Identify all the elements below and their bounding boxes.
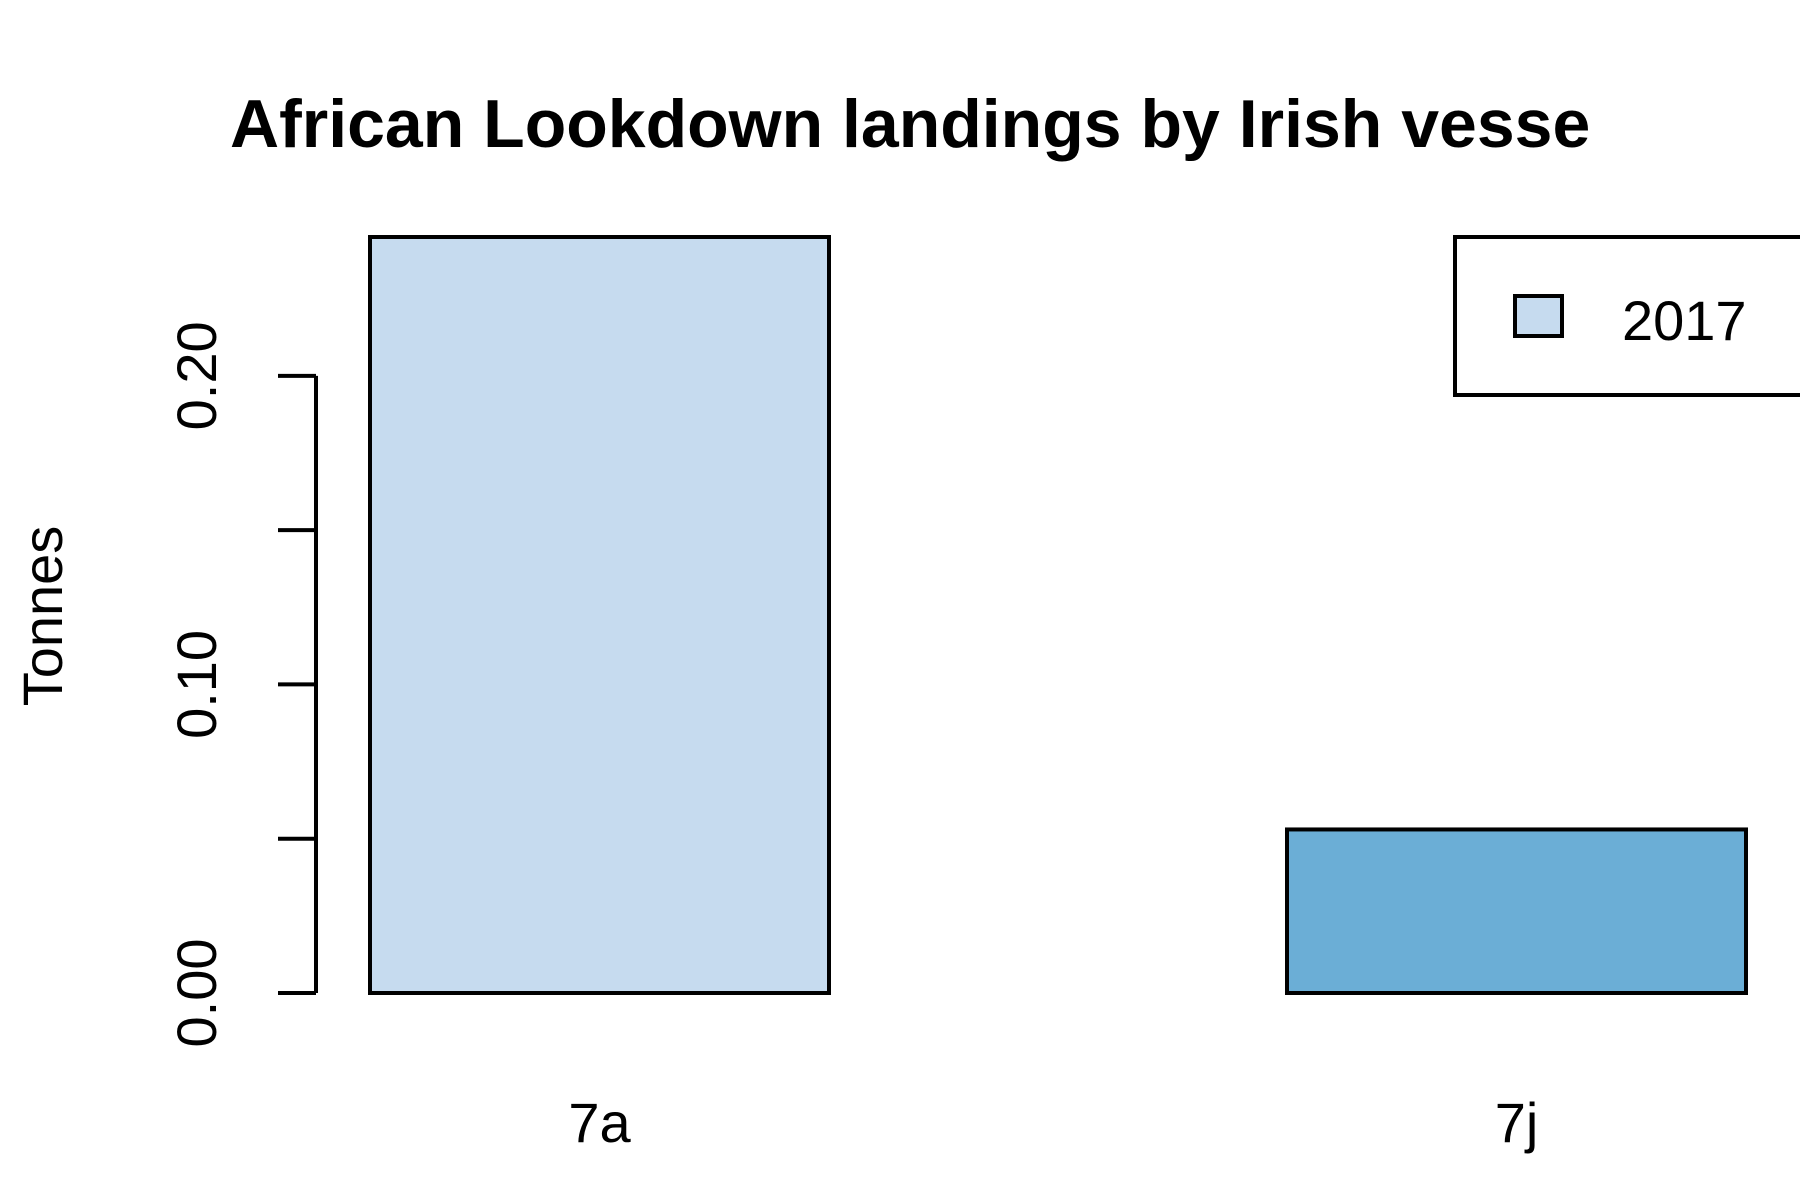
legend: 2017 — [1453, 235, 1800, 397]
bar-7j — [1285, 827, 1748, 996]
legend-label-2017: 2017 — [1622, 289, 1747, 352]
y-axis: 0.00 0.10 0.20 — [165, 321, 318, 1048]
y-tick-label: 0.00 — [165, 939, 228, 1048]
chart-title: African Lookdown landings by Irish vesse — [230, 86, 1590, 162]
x-tick-label-7a: 7a — [568, 1091, 631, 1154]
y-axis-label: Tonnes — [11, 526, 74, 707]
y-tick-label: 0.20 — [165, 321, 228, 430]
x-tick-labels: 7a 7j — [568, 1091, 1538, 1154]
bars — [368, 235, 1748, 996]
legend-box — [1453, 235, 1800, 397]
legend-swatch — [1513, 294, 1564, 338]
bar-7a — [368, 235, 831, 995]
y-tick-label: 0.10 — [165, 630, 228, 739]
x-tick-label-7j: 7j — [1495, 1091, 1539, 1154]
